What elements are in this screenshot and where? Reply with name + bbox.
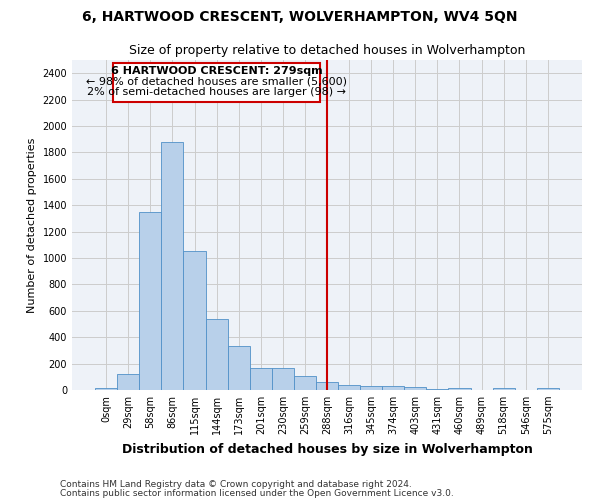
Bar bbox=[117, 374, 139, 390]
Text: 6, HARTWOOD CRESCENT, WOLVERHAMPTON, WV4 5QN: 6, HARTWOOD CRESCENT, WOLVERHAMPTON, WV4… bbox=[82, 10, 518, 24]
Title: Size of property relative to detached houses in Wolverhampton: Size of property relative to detached ho… bbox=[129, 44, 525, 58]
Bar bbox=[316, 382, 338, 390]
Bar bbox=[139, 212, 161, 390]
Bar bbox=[250, 368, 272, 390]
Bar bbox=[493, 388, 515, 390]
Bar bbox=[272, 368, 294, 390]
Text: 6 HARTWOOD CRESCENT: 279sqm: 6 HARTWOOD CRESCENT: 279sqm bbox=[111, 66, 322, 76]
Bar bbox=[113, 62, 320, 102]
Text: Contains HM Land Registry data © Crown copyright and database right 2024.: Contains HM Land Registry data © Crown c… bbox=[60, 480, 412, 489]
Text: 2% of semi-detached houses are larger (98) →: 2% of semi-detached houses are larger (9… bbox=[87, 86, 346, 97]
Bar bbox=[161, 142, 184, 390]
Bar bbox=[404, 388, 427, 390]
Bar bbox=[294, 376, 316, 390]
Bar bbox=[95, 388, 117, 390]
X-axis label: Distribution of detached houses by size in Wolverhampton: Distribution of detached houses by size … bbox=[122, 442, 532, 456]
Text: Contains public sector information licensed under the Open Government Licence v3: Contains public sector information licen… bbox=[60, 488, 454, 498]
Bar bbox=[227, 346, 250, 390]
Bar bbox=[382, 386, 404, 390]
Bar bbox=[448, 388, 470, 390]
Bar bbox=[184, 252, 206, 390]
Bar bbox=[206, 318, 227, 390]
Bar bbox=[537, 388, 559, 390]
Y-axis label: Number of detached properties: Number of detached properties bbox=[27, 138, 37, 312]
Bar bbox=[360, 386, 382, 390]
Bar bbox=[338, 384, 360, 390]
Text: ← 98% of detached houses are smaller (5,600): ← 98% of detached houses are smaller (5,… bbox=[86, 76, 347, 86]
